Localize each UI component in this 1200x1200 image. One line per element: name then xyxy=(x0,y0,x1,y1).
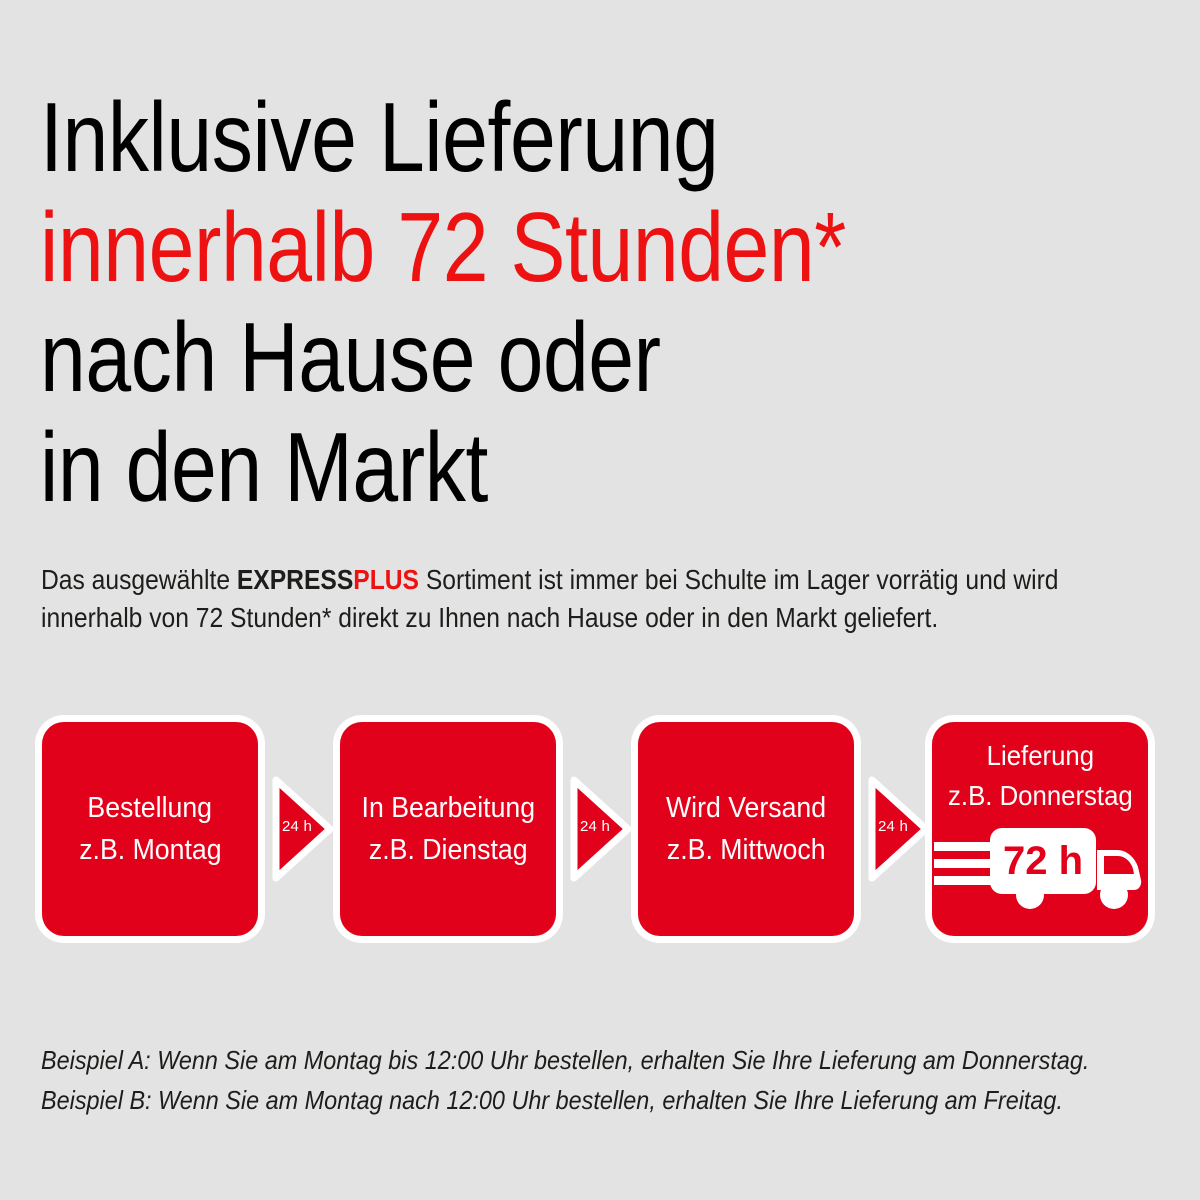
arrow-right-icon xyxy=(272,776,334,882)
headline-line-4: in den Markt xyxy=(40,412,488,522)
arrow-right-icon xyxy=(868,776,930,882)
headline-block: Inklusive Lieferung innerhalb 72 Stunden… xyxy=(40,82,1170,522)
flow-step-in-bearbeitung[interactable]: In Bearbeitung z.B. Dienstag xyxy=(340,722,556,936)
flow-step-lieferung[interactable]: Lieferung z.B. Donnerstag xyxy=(932,722,1148,936)
flow-step-bestellung[interactable]: Bestellung z.B. Montag xyxy=(42,722,258,936)
headline-line-2: innerhalb 72 Stunden* xyxy=(40,192,846,302)
flow-step-subtitle: z.B. Mittwoch xyxy=(666,834,826,866)
footnote-block: Beispiel A: Wenn Sie am Montag bis 12:00… xyxy=(41,1040,1090,1120)
flow-step-title: Wird Versand xyxy=(665,792,827,824)
flow-step-subtitle: z.B. Montag xyxy=(78,834,222,866)
process-flow: Bestellung z.B. Montag 24 h In Bearbeitu… xyxy=(0,722,1200,942)
headline-line-3: nach Hause oder xyxy=(40,302,661,412)
flow-step-title: In Bearbeitung xyxy=(361,792,535,824)
arrow-right-icon xyxy=(570,776,632,882)
brand-express-label: EXPRESS xyxy=(236,564,354,595)
flow-step-title: Lieferung xyxy=(986,740,1094,771)
truck-hours-label: 72 h xyxy=(1003,839,1083,883)
flow-step-title: Bestellung xyxy=(87,792,213,824)
intro-text-after-brand: Sortiment ist immer bei Schulte im Lager… xyxy=(419,564,1059,595)
flow-step-subtitle: z.B. Dienstag xyxy=(368,834,528,866)
footnote-beispiel-a: Beispiel A: Wenn Sie am Montag bis 12:00… xyxy=(41,1045,1090,1075)
footnote-beispiel-b: Beispiel B: Wenn Sie am Montag nach 12:0… xyxy=(41,1085,1063,1115)
delivery-truck-icon: 72 h xyxy=(934,828,1142,909)
flow-arrow-2: 24 h xyxy=(570,774,632,884)
flow-arrow-3: 24 h xyxy=(868,774,930,884)
flow-step-wird-versand[interactable]: Wird Versand z.B. Mittwoch xyxy=(638,722,854,936)
intro-paragraph: Das ausgewählte EXPRESSPLUS Sortiment is… xyxy=(41,561,1059,637)
delivery-truck-wrap: 72 h xyxy=(932,814,1148,914)
flow-step-subtitle: z.B. Donnerstag xyxy=(947,780,1133,811)
headline-line-1: Inklusive Lieferung xyxy=(40,82,719,192)
brand-plus-label: PLUS xyxy=(353,564,420,595)
intro-text-before-brand: Das ausgewählte xyxy=(41,564,237,595)
intro-line-1: Das ausgewählte EXPRESSPLUS Sortiment is… xyxy=(41,561,1059,599)
intro-line-2: innerhalb von 72 Stunden* direkt zu Ihne… xyxy=(41,602,939,633)
flow-arrow-1: 24 h xyxy=(272,774,334,884)
